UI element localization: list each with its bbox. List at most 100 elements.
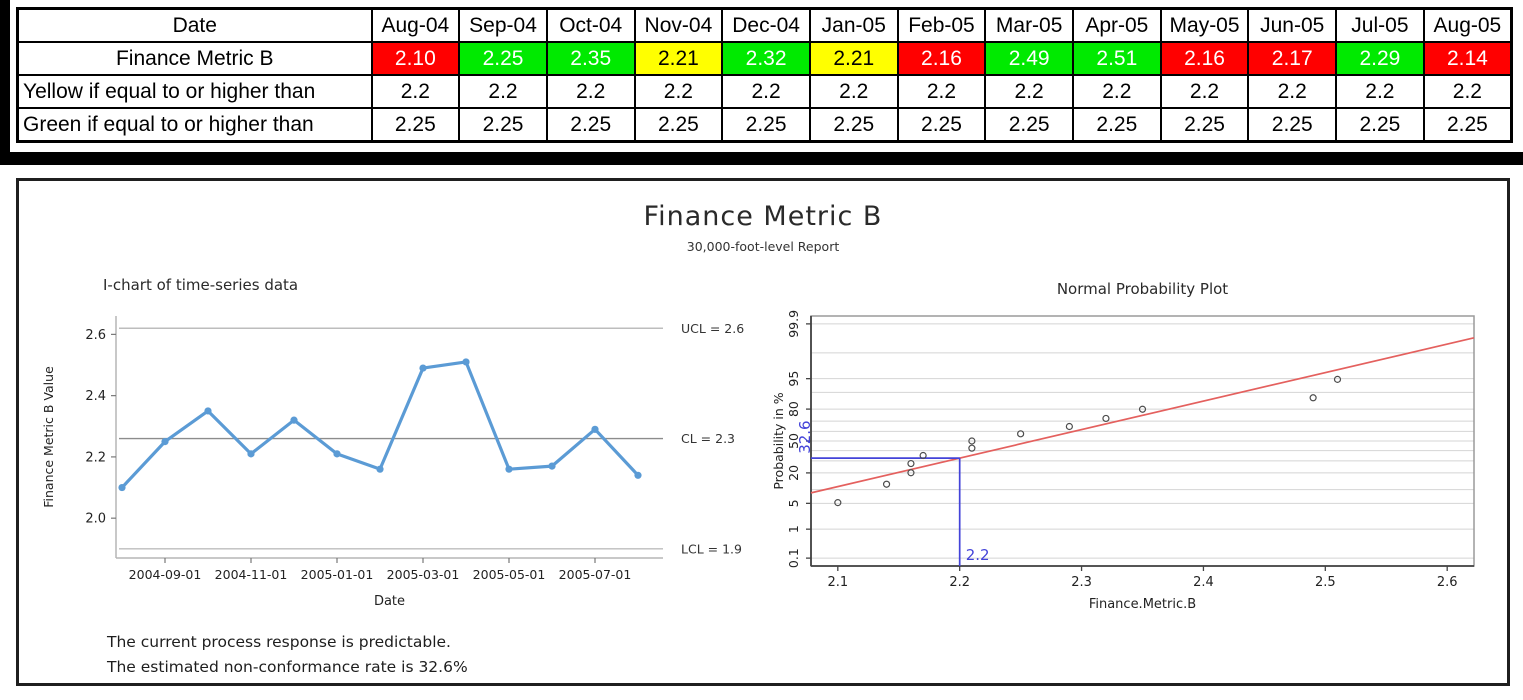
data-point [333,450,341,458]
data-point [505,465,513,473]
i-chart-x-tick-label: 2004-09-01 [129,567,202,582]
yellow-threshold-cell[interactable]: 2.2 [984,74,1074,109]
prob-xlabel: Finance.Metric.B [1089,597,1196,612]
metric-value-cell[interactable]: 2.51 [1072,41,1162,76]
i-chart-x-tick-label: 2005-07-01 [559,567,632,582]
yellow-threshold-cell[interactable]: 2.2 [1247,74,1338,109]
month-header-cell[interactable]: Apr-05 [1072,7,1162,43]
i-chart-x-tick-label: 2005-05-01 [473,567,546,582]
prob-data-point [968,437,976,445]
yellow-threshold-cell[interactable]: 2.2 [545,74,636,109]
month-header-cell[interactable]: Sep-04 [458,7,548,43]
month-header-cell[interactable]: Feb-05 [896,7,987,43]
yellow-threshold-cell[interactable]: 2.2 [1422,74,1513,109]
metric-value-cell[interactable]: 2.16 [1159,41,1250,76]
green-threshold-label-cell[interactable]: Green if equal to or higher than [16,107,373,143]
process-predictability-text: The current process response is predicta… [107,633,451,651]
yellow-threshold-cell[interactable]: 2.2 [1335,74,1425,109]
data-point [247,450,255,458]
green-threshold-cell[interactable]: 2.25 [1159,107,1250,143]
green-threshold-cell[interactable]: 2.25 [808,107,899,143]
report-panel: Finance Metric B 30,000-foot-level Repor… [16,178,1510,686]
i-chart-x-tick-label: 2005-01-01 [301,567,374,582]
yellow-threshold-cell[interactable]: 2.2 [458,74,548,109]
prob-data-point [907,459,915,468]
metric-value-cell[interactable]: 2.10 [370,41,461,76]
metric-value-cell[interactable]: 2.16 [896,41,987,76]
i-chart-ylabel: Finance Metric B Value [41,366,56,508]
metric-value-cell[interactable]: 2.21 [808,41,899,76]
prob-data-point [1333,375,1342,383]
divider-bar [0,152,1523,165]
month-header-cell[interactable]: Jan-05 [808,7,899,43]
month-header-cell[interactable]: May-05 [1159,7,1250,43]
prob-y-tick-label: 1 [786,525,801,533]
month-header-cell[interactable]: Jun-05 [1247,7,1338,43]
prob-x-tick-label: 2.4 [1193,575,1214,590]
data-point [591,425,599,433]
green-threshold-cell[interactable]: 2.25 [633,107,724,143]
prob-x-tick-label: 2.6 [1437,575,1458,590]
month-header-cell[interactable]: Aug-04 [370,7,461,43]
month-header-cell[interactable]: Nov-04 [633,7,724,43]
metric-value-cell[interactable]: 2.25 [458,41,548,76]
month-header-cell[interactable]: Aug-05 [1422,7,1513,43]
data-point [118,483,126,492]
prob-x-tick-label: 2.2 [949,575,970,590]
prob-y-tick-label: 50 [786,433,801,449]
date-header-cell[interactable]: Date [16,7,373,43]
yellow-threshold-cell[interactable]: 2.2 [808,74,899,109]
prob-data-point [1102,414,1110,423]
green-threshold-cell[interactable]: 2.25 [458,107,548,143]
metric-value-cell[interactable]: 2.32 [721,41,811,76]
prob-y-tick-label: 95 [786,371,801,387]
yellow-threshold-cell[interactable]: 2.2 [370,74,461,109]
prob-x-tick-label: 2.3 [1071,575,1092,590]
green-threshold-cell[interactable]: 2.25 [984,107,1074,143]
prob-data-point [1309,394,1317,402]
green-threshold-cell[interactable]: 2.25 [370,107,461,143]
yellow-threshold-cell[interactable]: 2.2 [633,74,724,109]
month-header-cell[interactable]: Dec-04 [721,7,811,43]
green-threshold-cell[interactable]: 2.25 [721,107,811,143]
yellow-threshold-cell[interactable]: 2.2 [721,74,811,109]
green-threshold-cell[interactable]: 2.25 [896,107,987,143]
prob-x-tick-label: 2.1 [827,575,848,590]
i-chart-y-tick-label: 2.2 [85,450,106,465]
i-chart: I-chart of time-series data 2.0 2.2 2.4 2.6 2… [41,276,744,609]
annotation-p-label: 32.6 [796,420,814,453]
yellow-threshold-cell[interactable]: 2.2 [1072,74,1162,109]
month-header-cell[interactable]: Mar-05 [984,7,1074,43]
metric-value-cell[interactable]: 2.21 [633,41,724,76]
month-header-cell[interactable]: Jul-05 [1335,7,1425,43]
prob-data-point [1065,422,1073,431]
metric-value-cell[interactable]: 2.17 [1247,41,1338,76]
i-chart-xlabel: Date [374,594,405,609]
i-chart-x-tick-label: 2005-03-01 [387,567,460,582]
metric-value-cell[interactable]: 2.29 [1335,41,1425,76]
green-threshold-cell[interactable]: 2.25 [545,107,636,143]
data-point [634,471,642,479]
data-point [161,437,169,446]
yellow-threshold-label-cell[interactable]: Yellow if equal to or higher than [16,74,373,109]
metric-value-cell[interactable]: 2.35 [545,41,636,76]
green-threshold-cell[interactable]: 2.25 [1072,107,1162,143]
month-header-cell[interactable]: Oct-04 [545,7,636,43]
prob-x-tick-label: 2.5 [1315,575,1336,590]
prob-data-point [919,451,927,460]
prob-ylabel: Probability in % [771,392,786,489]
lcl-label: LCL = 1.9 [681,541,742,556]
fit-line [810,337,1475,494]
yellow-threshold-cell[interactable]: 2.2 [896,74,987,109]
i-chart-x-tick-label: 2004-11-01 [215,567,288,582]
yellow-threshold-cell[interactable]: 2.2 [1159,74,1250,109]
metric-value-cell[interactable]: 2.14 [1422,41,1513,76]
green-threshold-cell[interactable]: 2.25 [1247,107,1338,143]
prob-y-tick-label: 5 [786,499,801,507]
prob-data-point [1138,405,1147,413]
green-threshold-cell[interactable]: 2.25 [1335,107,1425,143]
green-threshold-cell[interactable]: 2.25 [1422,107,1513,143]
metric-value-cell[interactable]: 2.49 [984,41,1074,76]
metric-row-label-cell[interactable]: Finance Metric B [16,41,373,76]
